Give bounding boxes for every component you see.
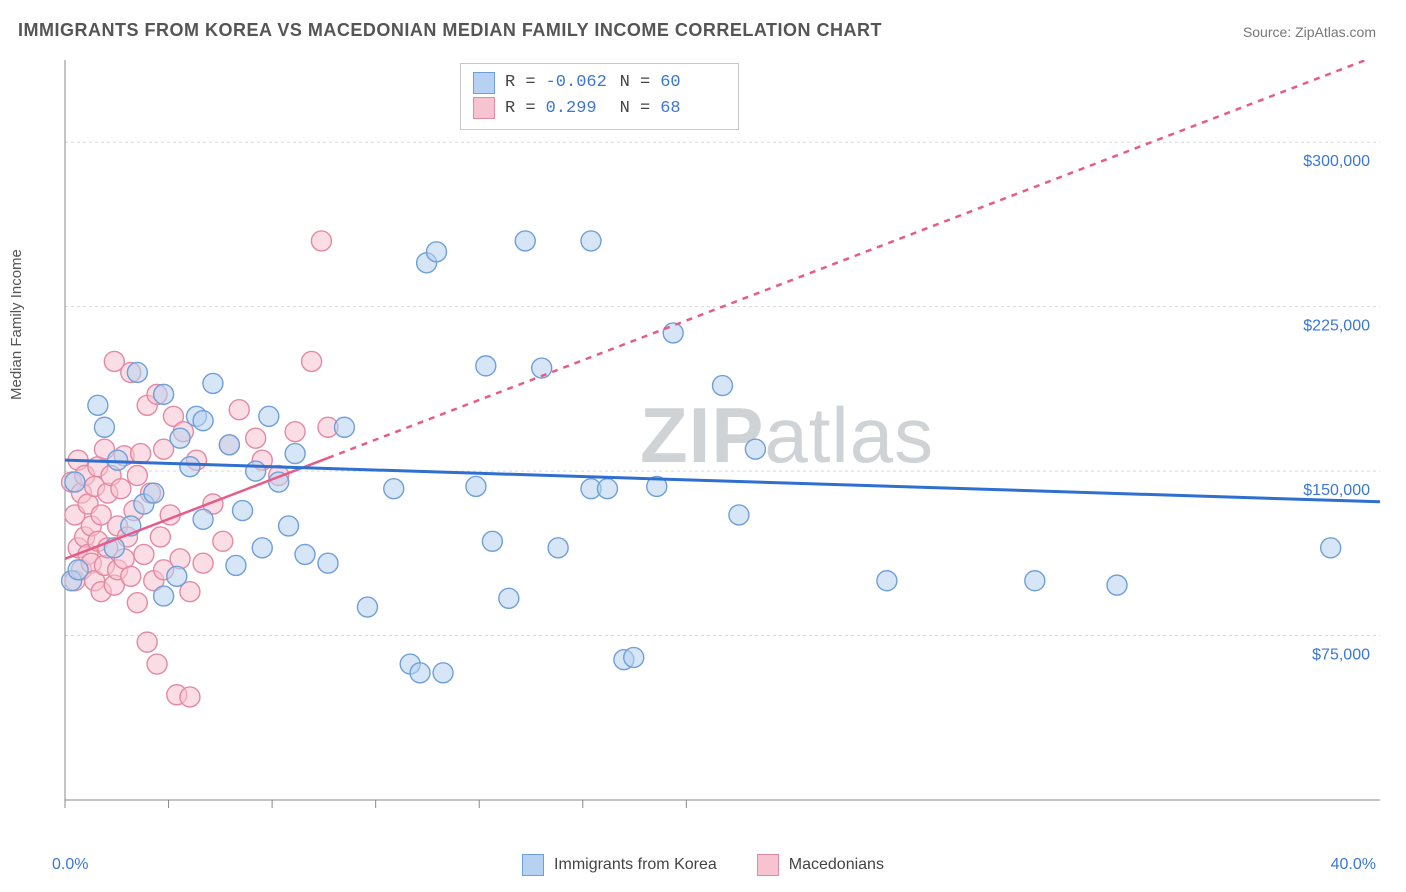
legend-label: Immigrants from Korea — [554, 856, 717, 874]
swatch-korea — [522, 854, 544, 876]
swatch-macedonia — [757, 854, 779, 876]
svg-text:$75,000: $75,000 — [1312, 647, 1370, 664]
y-axis-label: Median Family Income — [8, 249, 25, 400]
svg-text:$150,000: $150,000 — [1303, 482, 1370, 499]
svg-text:$225,000: $225,000 — [1303, 318, 1370, 335]
scatter-chart: $75,000 $150,000 $225,000 $300,000 — [50, 60, 1380, 820]
svg-text:$300,000: $300,000 — [1303, 153, 1370, 170]
chart-title: IMMIGRANTS FROM KOREA VS MACEDONIAN MEDI… — [18, 20, 882, 41]
legend-item-korea: Immigrants from Korea — [522, 854, 717, 876]
footer-legend: Immigrants from Korea Macedonians — [0, 854, 1406, 876]
source-attribution: Source: ZipAtlas.com — [1243, 24, 1376, 40]
chart-area: $75,000 $150,000 $225,000 $300,000 — [50, 60, 1380, 820]
legend-label: Macedonians — [789, 856, 884, 874]
legend-item-macedonia: Macedonians — [757, 854, 884, 876]
